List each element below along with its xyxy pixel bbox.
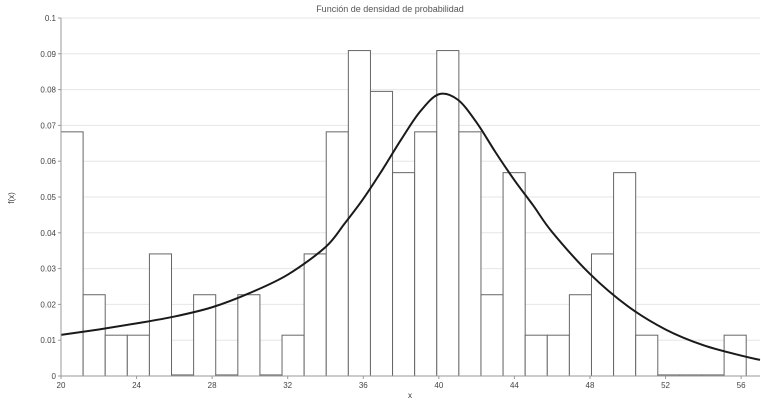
y-tick-label: 0.06 — [40, 157, 56, 166]
histogram-bar — [392, 172, 416, 377]
histogram-bar — [60, 131, 84, 377]
histogram-bar — [82, 294, 106, 377]
histogram-bar — [126, 334, 150, 377]
histogram-bar — [303, 253, 327, 377]
histogram-bar — [458, 131, 482, 377]
y-tick-label: 0.02 — [40, 300, 56, 309]
histogram-bar — [590, 253, 615, 377]
histogram-bar — [613, 172, 637, 377]
x-tick-label: 52 — [661, 381, 670, 390]
histogram-bar — [546, 334, 570, 377]
x-tick-label: 20 — [57, 381, 66, 390]
histogram-bar — [414, 131, 438, 377]
histogram-bar — [237, 294, 261, 377]
y-tick-label: 0.1 — [45, 14, 57, 23]
histogram-bar — [436, 50, 460, 377]
histogram-bar — [325, 131, 349, 377]
chart-title: Función de densidad de probabilidad — [316, 4, 464, 14]
x-tick-label: 44 — [510, 381, 519, 390]
x-tick-label: 40 — [434, 381, 443, 390]
histogram-bar — [568, 294, 592, 377]
x-axis-label: x — [408, 391, 412, 400]
y-tick-label: 0.08 — [40, 86, 56, 95]
density-curve — [60, 92, 761, 361]
y-tick-label: 0 — [52, 372, 57, 381]
y-tick-label: 0.01 — [40, 336, 56, 345]
y-tick-label: 0.09 — [40, 50, 56, 59]
x-tick-labels: 20 24 28 32 36 40 44 48 52 56 — [57, 376, 746, 390]
y-tick-label: 0.03 — [40, 265, 56, 274]
histogram-bar — [104, 334, 128, 377]
x-tick-label: 28 — [208, 381, 217, 390]
x-tick-label: 24 — [132, 381, 141, 390]
y-tick-label: 0.05 — [40, 193, 56, 202]
histogram-bar — [369, 90, 394, 377]
density-curve-group — [60, 92, 761, 361]
y-axis-label: f(x) — [7, 192, 16, 204]
histogram-bar — [281, 334, 305, 377]
histogram-bar — [148, 253, 173, 377]
histogram-bar — [524, 334, 548, 377]
histogram-bars — [60, 50, 747, 377]
x-tick-label: 56 — [737, 381, 746, 390]
histogram-bar — [480, 294, 504, 377]
x-tick-label: 32 — [283, 381, 292, 390]
y-tick-label: 0.04 — [40, 229, 56, 238]
x-tick-label: 36 — [359, 381, 368, 390]
histogram-bar — [502, 172, 526, 377]
histogram-bar — [635, 334, 659, 377]
y-tick-labels: 0 0.01 0.02 0.03 0.04 0.05 0.06 0.07 0.08 0.09 0.1 — [40, 14, 61, 381]
x-tick-label: 48 — [586, 381, 595, 390]
y-tick-label: 0.07 — [40, 121, 56, 130]
